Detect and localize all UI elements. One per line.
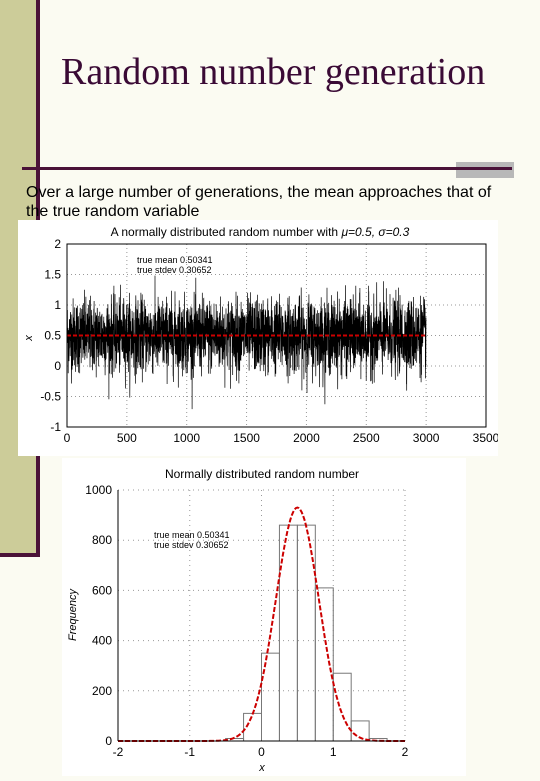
hist-y-axis-label: Frequency xyxy=(67,588,79,641)
hist-y-tick-label: 800 xyxy=(92,533,112,547)
histogram-bar xyxy=(243,712,262,742)
y-tick-label: 2 xyxy=(54,237,61,251)
slide-caption: Over a large number of generations, the … xyxy=(26,184,492,220)
annotation-true-mean: true mean 0.50341 xyxy=(137,255,213,265)
series-random-samples xyxy=(66,275,427,410)
y-tick-label: 0.5 xyxy=(44,329,61,343)
y-axis-label: x xyxy=(23,335,35,342)
random-series-chart: A normally distributed random number wit… xyxy=(23,225,500,445)
x-tick-label: 3000 xyxy=(413,431,440,445)
y-tick-label: 1.5 xyxy=(44,268,61,282)
hist-annotation-true-mean: true mean 0.50341 xyxy=(154,530,230,540)
hist-x-tick-label: 0 xyxy=(258,745,265,759)
y-tick-label: -0.5 xyxy=(40,390,61,404)
x-tick-label: 2000 xyxy=(293,431,320,445)
x-tick-label: 3500 xyxy=(473,431,498,445)
histogram-bar xyxy=(314,587,334,742)
hist-y-tick-label: 200 xyxy=(92,684,112,698)
y-tick-label: 1 xyxy=(54,298,61,312)
hist-y-tick-label: 1000 xyxy=(85,483,112,497)
annotation-true-stdev: true stdev 0.30652 xyxy=(137,265,212,275)
hist-y-tick-label: 0 xyxy=(105,734,112,748)
hist-x-tick-label: -2 xyxy=(113,745,124,759)
hist-x-tick-label: 2 xyxy=(402,745,409,759)
chart-title: A normally distributed random number wit… xyxy=(111,225,410,239)
title-rule xyxy=(22,167,512,170)
histogram-figure: Normally distributed random number 0 200 4… xyxy=(62,458,466,776)
title-rule-shadow xyxy=(456,162,514,178)
y-tick-label: -1 xyxy=(50,420,61,434)
histogram-bar xyxy=(278,524,298,742)
plot-frame xyxy=(66,243,487,428)
x-tick-label: 2500 xyxy=(353,431,380,445)
slide-title: Random number generation xyxy=(61,51,486,93)
hist-y-tick-label: 600 xyxy=(92,583,112,597)
random-series-figure: A normally distributed random number wit… xyxy=(18,220,500,456)
hist-x-axis-label: x xyxy=(258,762,265,774)
hist-x-tick-label: -1 xyxy=(184,745,195,759)
histogram-chart: Normally distributed random number 0 200 4… xyxy=(67,467,409,774)
hist-x-tick-label: 1 xyxy=(330,745,337,759)
histogram-bar xyxy=(332,672,352,742)
hist-y-tick-label: 400 xyxy=(92,634,112,648)
hist-annotation-true-stdev: true stdev 0.30652 xyxy=(154,540,229,550)
x-tick-label: 0 xyxy=(64,431,71,445)
histogram-title: Normally distributed random number xyxy=(165,467,359,481)
x-tick-label: 1000 xyxy=(173,431,200,445)
x-tick-label: 1500 xyxy=(233,431,260,445)
y-tick-label: 0 xyxy=(54,359,61,373)
x-tick-label: 500 xyxy=(117,431,137,445)
